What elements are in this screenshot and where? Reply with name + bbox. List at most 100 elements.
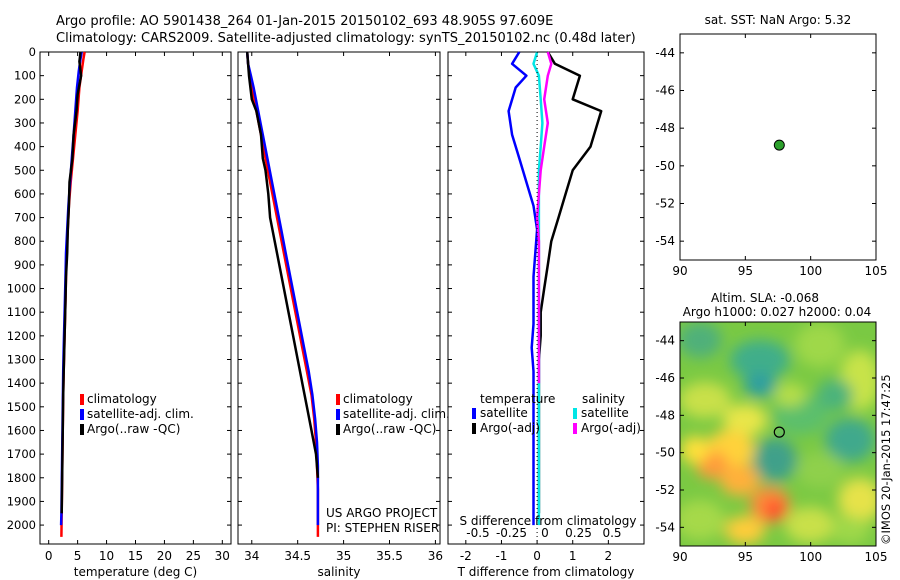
difference-s-tick-label: 0.5 [602,526,621,540]
difference-legend-entry: satellite [581,406,629,420]
salinity-series-2 [245,51,320,478]
salinity-legend-swatch [336,409,340,420]
sla-heatmap-cell [723,404,767,436]
sst-map-title: sat. SST: NaN Argo: 5.32 [705,13,852,27]
sst-map-ytick-label: -54 [655,234,675,248]
temperature-ytick-label: 600 [14,187,36,201]
salinity-annotation: PI: STEPHEN RISER [326,521,439,535]
sla-heatmap-cell [720,464,760,496]
difference-legend-title: salinity [582,392,625,406]
sst-map-xtick-label: 105 [865,264,888,278]
salinity-legend-entry: Argo(..raw -QC) [343,422,436,436]
difference-xtick-label: -1 [495,549,507,563]
temperature-legend-entry: Argo(..raw -QC) [87,422,180,436]
sla-heatmap-cell [785,507,835,543]
sla-heatmap-cell [765,500,785,520]
temperature-frame [39,51,232,545]
temperature-ytick-label: 800 [14,234,36,248]
sla-map-subtitle: Argo h1000: 0.027 h2000: 0.04 [683,305,872,319]
temperature-ytick-label: 500 [14,163,36,177]
sst-map-xtick-label: 90 [672,264,687,278]
sla-map-ytick-label: -54 [655,520,675,534]
temperature-ytick-label: 2000 [7,518,36,532]
temperature-ytick-label: 1700 [7,447,36,461]
salinity-xlabel: salinity [317,565,360,579]
temperature-legend-swatch [80,409,84,420]
sla-side-label: ©IMOS 20-Jan-2015 17:47:25 [879,374,893,545]
temperature-ytick-label: 400 [14,140,36,154]
sla-map-ytick-label: -50 [655,446,675,460]
sst-map-ytick-label: -52 [655,197,675,211]
sla-heatmap-cell [830,516,870,544]
temperature-legend-entry: climatology [87,392,157,406]
temperature-ytick-label: 1600 [7,423,36,437]
temperature-ytick-label: 1100 [7,305,36,319]
sst-map-ytick-label: -50 [655,159,675,173]
salinity-legend-entry: satellite-adj. clim. [343,407,450,421]
sla-heatmap-cell [680,382,731,418]
sla-map-xtick-label: 105 [865,550,888,564]
difference-series-0 [507,51,539,526]
sla-map-xtick-label: 100 [799,550,822,564]
temperature-xlabel: temperature (deg C) [74,565,197,579]
salinity-frame [237,51,441,545]
sla-heatmap-field [680,322,876,544]
sla-map-ytick-label: -52 [655,483,675,497]
salinity-xtick-label: 34 [244,549,259,563]
difference-legend-swatch [573,423,577,434]
salinity-xtick-label: 35 [336,549,351,563]
temperature-ytick-label: 700 [14,211,36,225]
sla-heatmap-cell [753,438,797,482]
sla-map-ytick-label: -44 [655,334,675,348]
sst-map-ytick-label: -48 [655,121,675,135]
sla-heatmap-cell [680,500,725,540]
temperature-xtick-label: 20 [157,549,172,563]
sla-map-xtick-label: 95 [738,550,753,564]
sst-map-xtick-label: 95 [738,264,753,278]
temperature-legend-entry: satellite-adj. clim. [87,407,194,421]
salinity-legend-swatch [336,424,340,435]
temperature-xtick-label: 5 [74,549,82,563]
temperature-xtick-label: 15 [128,549,143,563]
sla-map-title: Altim. SLA: -0.068 [711,291,819,305]
sla-heatmap-cell [744,373,776,397]
difference-frame [447,51,645,545]
difference-legend-entry: satellite [480,406,528,420]
temperature-ytick-label: 900 [14,258,36,272]
sla-map-frame [679,321,877,547]
difference-s-tick-label: 0.25 [565,526,592,540]
difference-series-3 [535,51,553,384]
salinity-legend-entry: climatology [343,392,413,406]
sla-heatmap-cell [725,516,765,544]
salinity-xtick-label: 34.5 [284,549,311,563]
salinity-xtick-label: 35.5 [376,549,403,563]
sla-argo-marker [773,426,785,438]
sst-map-ytick-label: -46 [655,84,675,98]
difference-legend-swatch [472,408,476,419]
temperature-ytick-label: 1000 [7,282,36,296]
difference-legend-swatch [573,408,577,419]
sla-map-ytick-label: -46 [655,371,675,385]
difference-legend-title: temperature [480,392,555,406]
sla-heatmap-cell [795,323,845,367]
temperature-xtick-label: 25 [186,549,201,563]
sla-heatmap-cell [817,379,853,411]
temperature-xtick-label: 10 [99,549,114,563]
difference-top-axis-label: S difference from climatology [460,514,637,528]
temperature-series-2 [60,51,83,514]
sla-heatmap-cell [796,452,844,488]
difference-xtick-label: 2 [605,549,613,563]
difference-legend-swatch [472,423,476,434]
sla-heatmap-cell [680,322,722,358]
temperature-ytick-label: 300 [14,116,36,130]
difference-xtick-label: 0 [533,549,541,563]
sla-heatmap-cell [825,418,875,462]
difference-xtick-label: 1 [569,549,577,563]
difference-xlabel: T difference from climatology [457,565,635,579]
sla-heatmap-cell [774,383,806,407]
temperature-xtick-label: 30 [215,549,230,563]
difference-legend-entry: Argo(-adj) [581,421,641,435]
sla-heatmap [680,322,876,546]
temperature-legend-swatch [80,394,84,405]
sst-map-xtick-label: 100 [799,264,822,278]
